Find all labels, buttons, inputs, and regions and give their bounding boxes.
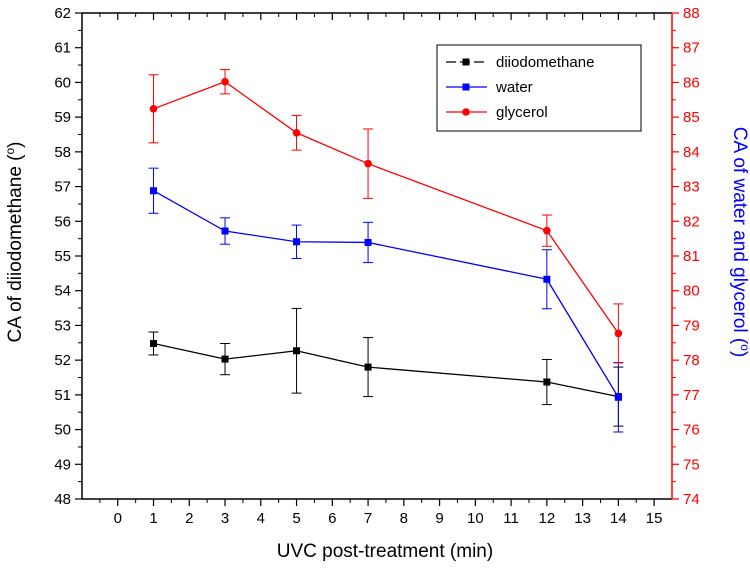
glycerol-point: [364, 159, 372, 168]
legend-item-water: water: [446, 79, 533, 96]
glycerol-point: [221, 77, 229, 86]
y-left-tick-label: 62: [54, 5, 71, 22]
y-right-tick-label: 80: [683, 283, 700, 300]
diiodomethane-line: [153, 342, 619, 398]
legend-box: [436, 44, 642, 132]
y-left-tick-label: 55: [54, 248, 71, 265]
y-right-tick-label: 85: [683, 109, 700, 126]
y-left-tick-label: 59: [54, 109, 71, 126]
x-tick-label: 4: [257, 510, 265, 527]
glycerol-line: [153, 81, 619, 334]
y-right-tick-label: 81: [683, 248, 700, 265]
x-tick-label: 11: [503, 510, 519, 527]
y-left-tick-label: 52: [54, 352, 71, 369]
x-tick-label: 9: [435, 510, 443, 527]
diiodomethane-point: [150, 339, 158, 347]
glycerol-point: [543, 226, 551, 235]
y-axis-right-title-close: ): [729, 351, 750, 357]
y-right-tick-label: 79: [683, 317, 700, 334]
y-right-tick-label: 86: [683, 74, 700, 91]
y-left-tick-label: 58: [54, 144, 71, 161]
y-right-tick-label: 77: [683, 387, 700, 404]
water-point: [543, 275, 551, 283]
diiodomethane-point: [543, 378, 551, 386]
y-axis-left-title: CA of diiodomethane (o): [3, 141, 26, 342]
y-right-tick-label: 82: [683, 213, 700, 230]
x-tick-label: 2: [185, 510, 193, 527]
y-right-tick-label: 88: [683, 5, 700, 22]
legend-label: glycerol: [496, 104, 548, 121]
y-right-tick-label: 74: [683, 491, 700, 508]
x-tick-label: 12: [539, 510, 556, 527]
x-tick-label: 15: [646, 510, 663, 527]
y-left-tick-label: 53: [54, 317, 71, 334]
legend-label: diiodomethane: [496, 54, 594, 71]
y-left-tick-label: 57: [54, 179, 71, 196]
glycerol-point: [614, 329, 623, 338]
y-right-tick-label: 83: [683, 179, 700, 196]
y-left-tick-label: 48: [54, 491, 71, 508]
water-point: [221, 227, 229, 235]
axes-layer: 0 1 2 3 4 5 6 7 8 9 10 11 12 13 14 15484950515253545556…: [54, 5, 699, 527]
x-tick-label: 0: [114, 510, 122, 527]
y-axis-right-title-sup: o: [738, 344, 750, 351]
legend-marker: [462, 108, 470, 116]
x-tick-label: 13: [574, 510, 591, 527]
x-tick-label: 6: [328, 510, 336, 527]
diiodomethane-point: [293, 347, 301, 355]
legend: diiodomethane water glycerol: [436, 44, 642, 132]
y-right-tick-label: 78: [683, 352, 700, 369]
y-axis-left-title-text: CA of diiodomethane (: [5, 154, 26, 343]
y-left-tick-label: 61: [54, 40, 71, 57]
x-tick-label: 1: [149, 510, 157, 527]
x-axis-title: UVC post-treatment (min): [277, 541, 493, 562]
y-right-tick-label: 87: [683, 40, 700, 57]
y-left-tick-label: 60: [54, 74, 71, 91]
glycerol-point: [149, 105, 158, 113]
y-axis-right-title-text: CA of water and glycerol (: [729, 127, 750, 345]
y-left-tick-label: 50: [54, 422, 71, 439]
x-tick-label: 3: [221, 510, 229, 527]
x-tick-label: 10: [467, 510, 484, 527]
series-glycerol: [148, 69, 624, 364]
y-right-tick-label: 75: [683, 456, 700, 473]
water-line: [153, 190, 619, 398]
diiodomethane-point: [364, 363, 372, 371]
legend-item-glycerol: glycerol: [446, 104, 548, 121]
series-layer: [148, 69, 624, 433]
water-point: [364, 238, 372, 246]
water-point: [150, 187, 158, 195]
diiodomethane-point: [221, 355, 229, 363]
x-tick-label: 7: [364, 510, 372, 527]
y-right-tick-label: 84: [683, 144, 700, 161]
glycerol-point: [292, 128, 301, 137]
y-left-tick-label: 54: [54, 283, 71, 300]
x-tick-label: 14: [610, 510, 627, 527]
water-point: [293, 238, 301, 246]
x-tick-label: 8: [400, 510, 408, 527]
y-left-tick-label: 49: [54, 456, 71, 473]
legend-item-diiodomethane: diiodomethane: [446, 54, 594, 71]
y-axis-left-title-sup: o: [3, 148, 17, 155]
y-axis-left-title-close: ): [5, 141, 26, 147]
legend-marker: [462, 58, 470, 66]
legend-label: water: [495, 79, 533, 96]
x-tick-label: 5: [292, 510, 300, 527]
y-left-tick-label: 51: [54, 387, 71, 404]
y-axis-right-title: CA of water and glycerol (o): [729, 127, 750, 358]
legend-marker: [462, 83, 470, 91]
water-point: [614, 393, 622, 401]
y-right-tick-label: 76: [683, 422, 700, 439]
series-water: [148, 167, 624, 433]
y-left-tick-label: 56: [54, 213, 71, 230]
series-diiodomethane: [148, 307, 624, 427]
